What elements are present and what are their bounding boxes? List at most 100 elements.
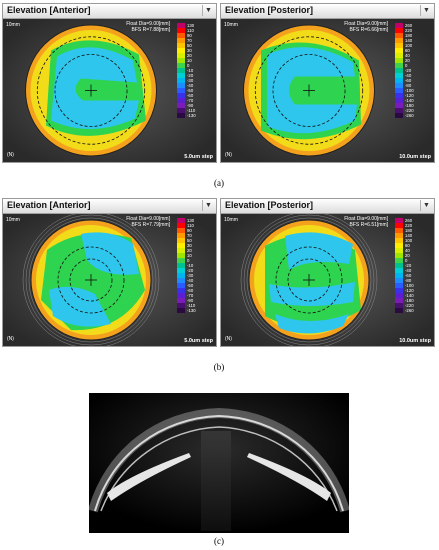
chevron-down-icon[interactable]: ▼ [420,5,432,16]
map-area: Float Dia=9.00[mm] BFS R=6.66[mm] 10mm (N… [221,19,434,162]
scale-tick-label: 100 [405,43,413,48]
scale-tick-label: -120 [405,288,414,293]
scale-tick-label: -40 [405,268,412,273]
scale-tick-label: -260 [405,308,414,313]
bfs-info: Float Dia=9.00[mm] BFS R=6.51[mm] [344,216,388,228]
panel-header: Elevation [Posterior] ▼ [221,4,434,19]
scale-tick-label: -20 [187,73,194,78]
scale-gradient [177,23,185,118]
scale-tick-label: -60 [187,288,194,293]
caption-b: (b) [213,362,225,372]
step-label: 5.0um step [184,338,213,344]
scale-tick-label: 70 [187,233,192,238]
panel-header: Elevation [Posterior] ▼ [221,199,434,214]
chevron-down-icon[interactable]: ▼ [420,200,432,211]
panel-title: Elevation [Anterior] [7,5,91,15]
scale-tick-label: -260 [405,113,414,118]
scale-tick-label: -90 [187,103,194,108]
bfs-info: Float Dia=9.00[mm] BFS R=7.79[mm] [126,216,170,228]
scale-gradient [177,218,185,313]
scale-tick-label: -40 [405,73,412,78]
scale-gradient [395,23,403,118]
scale-tick-label: -140 [405,98,414,103]
panel-title: Elevation [Posterior] [225,200,314,210]
scale-tick-label: 130 [187,218,195,223]
scale-tick-label: -40 [187,278,194,283]
scale-tick-label: -10 [187,68,194,73]
scale-tick-label: -80 [405,278,412,283]
scale-tick-label: -10 [187,263,194,268]
elevation-panel-a-anterior: Elevation [Anterior] ▼ Float Dia=9.00[mm… [2,3,217,163]
scale-tick-label: 0 [405,258,408,263]
scale-tick-label: -20 [187,268,194,273]
panel-header: Elevation [Anterior] ▼ [3,4,216,19]
scale-tick-label: -90 [187,298,194,303]
oct-scan [89,393,349,533]
scale-tick-label: 60 [405,48,410,53]
map-area: Float Dia=9.00[mm] BFS R=7.79[mm] 10mm (N… [3,214,216,346]
scale-tick-label: 50 [187,238,192,243]
caption-a: (a) [214,178,224,188]
scale-tick-label: -30 [187,273,194,278]
bfs-info: Float Dia=9.00[mm] BFS R=6.66[mm] [344,21,388,33]
scale-tick-label: -80 [405,83,412,88]
scale-tick-label: -180 [405,298,414,303]
scale-tick-label: -60 [405,273,412,278]
scale-tick-label: 180 [405,33,413,38]
chevron-down-icon[interactable]: ▼ [202,200,214,211]
elevation-panel-b-posterior: Elevation [Posterior] ▼ Float Dia=9.00[m… [220,198,435,347]
scale-tick-label: -20 [405,68,412,73]
scale-mm-label: 10mm [224,217,238,223]
scale-tick-label: 90 [187,228,192,233]
elevation-panel-a-posterior: Elevation [Posterior] ▼ Float Dia=9.00[m… [220,3,435,163]
scale-mm-label: 10mm [224,22,238,28]
scale-tick-label: 70 [187,38,192,43]
scale-tick-label: -110 [187,108,196,113]
scale-tick-label: 10 [187,58,192,63]
nasal-label: (N) [225,336,232,342]
scale-tick-label: -130 [187,308,196,313]
bfs-info: Float Dia=9.00[mm] BFS R=7.88[mm] [126,21,170,33]
scale-tick-label: -70 [187,293,194,298]
scale-tick-label: -110 [187,303,196,308]
scale-tick-label: -60 [405,78,412,83]
nasal-label: (N) [7,336,14,342]
scale-tick-label: -120 [405,93,414,98]
scale-tick-label: -70 [187,98,194,103]
scale-tick-label: 60 [405,243,410,248]
map-area: Float Dia=9.00[mm] BFS R=7.88[mm] 10mm (N… [3,19,216,162]
scale-tick-label: -180 [405,103,414,108]
oct-cross-section-image [89,393,349,533]
scale-tick-label: 100 [405,238,413,243]
scale-tick-label: 110 [187,223,194,228]
scale-tick-label: -20 [405,263,412,268]
scale-tick-label: 40 [405,248,410,253]
scale-tick-label: -130 [187,113,196,118]
scale-tick-label: 260 [405,23,413,28]
scale-tick-label: 30 [187,243,192,248]
scale-tick-label: -220 [405,303,414,308]
nasal-label: (N) [7,152,14,158]
scale-tick-label: 50 [187,43,192,48]
scale-tick-label: 0 [187,258,190,263]
step-label: 5.0um step [184,154,213,160]
scale-tick-label: 30 [187,48,192,53]
panel-title: Elevation [Anterior] [7,200,91,210]
scale-tick-label: 20 [405,253,410,258]
panel-title: Elevation [Posterior] [225,5,314,15]
scale-mm-label: 10mm [6,22,20,28]
scale-tick-label: -40 [187,83,194,88]
scale-tick-label: 20 [405,58,410,63]
scale-tick-label: 140 [405,38,413,43]
panel-header: Elevation [Anterior] ▼ [3,199,216,214]
scale-tick-label: 20 [187,53,192,58]
scale-tick-label: 140 [405,233,413,238]
scale-mm-label: 10mm [6,217,20,223]
scale-tick-label: -50 [187,88,194,93]
step-label: 10.0um step [399,338,431,344]
scale-tick-label: 10 [187,253,192,258]
chevron-down-icon[interactable]: ▼ [202,5,214,16]
scale-tick-label: -140 [405,293,414,298]
scale-tick-label: 180 [405,228,413,233]
scale-tick-label: -100 [405,283,414,288]
